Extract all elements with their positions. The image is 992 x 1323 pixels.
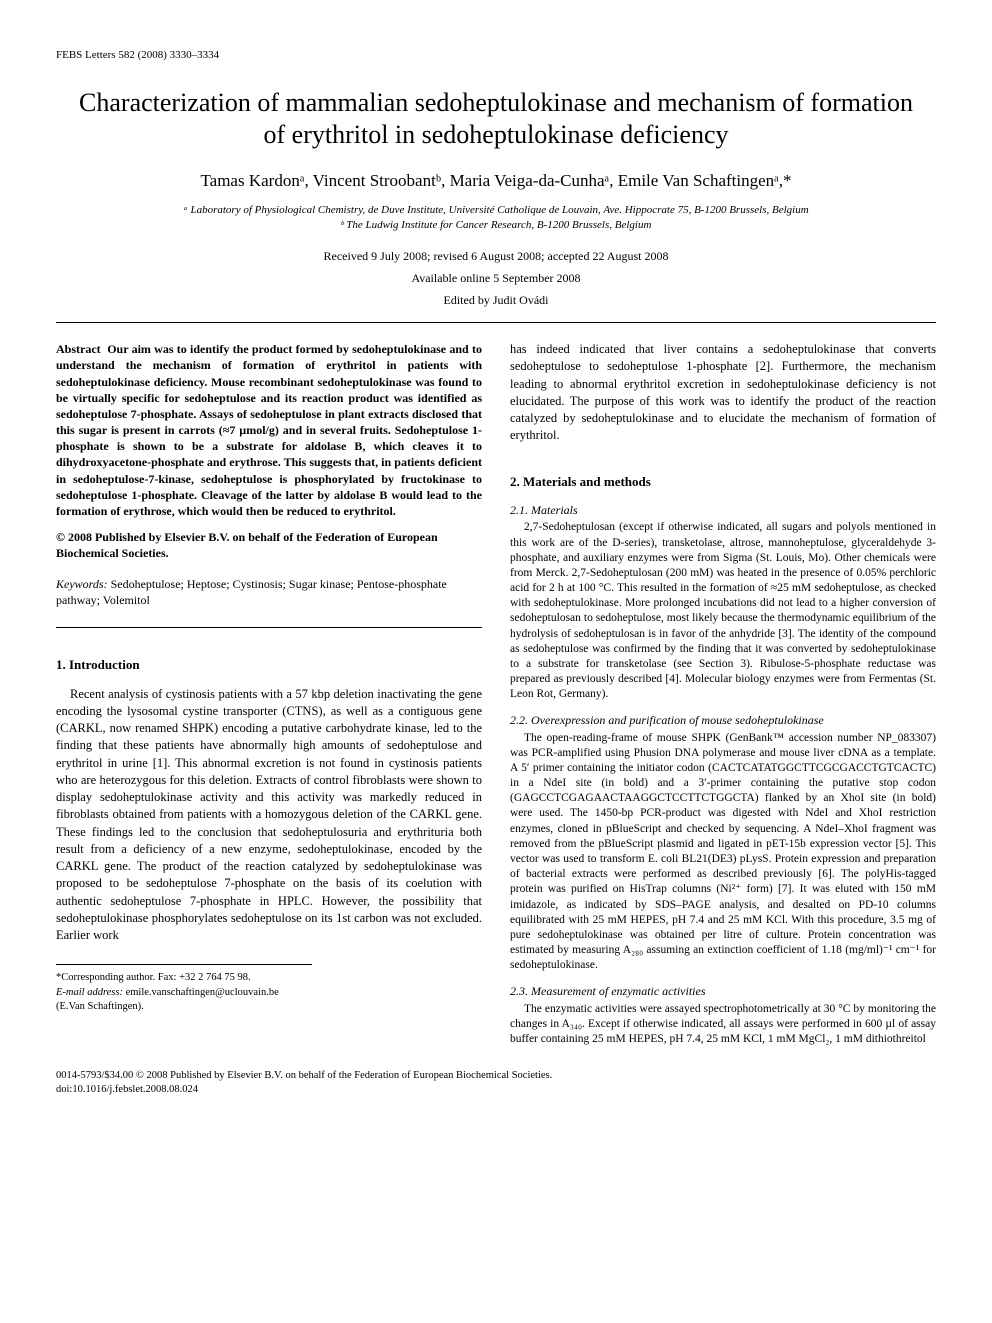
intro-paragraph-2: has indeed indicated that liver contains… bbox=[510, 341, 936, 445]
email-address[interactable]: emile.vanschaftingen@uclouvain.be bbox=[126, 987, 279, 998]
subsection-23-head: 2.3. Measurement of enzymatic activities bbox=[510, 983, 936, 999]
corr-name: (E.Van Schaftingen). bbox=[56, 1000, 312, 1014]
affiliation-a: ᵃ Laboratory of Physiological Chemistry,… bbox=[56, 203, 936, 218]
two-column-layout: Abstract Our aim was to identify the pro… bbox=[56, 341, 936, 1047]
divider-2 bbox=[56, 627, 482, 628]
left-column: Abstract Our aim was to identify the pro… bbox=[56, 341, 482, 1047]
keywords-block: Keywords: Sedoheptulose; Heptose; Cystin… bbox=[56, 576, 482, 610]
editor-line: Edited by Judit Ovádi bbox=[56, 292, 936, 308]
right-column: has indeed indicated that liver contains… bbox=[510, 341, 936, 1047]
divider bbox=[56, 322, 936, 323]
footer-issn: 0014-5793/$34.00 © 2008 Published by Els… bbox=[56, 1069, 936, 1083]
email-label: E-mail address: bbox=[56, 987, 123, 998]
online-date: Available online 5 September 2008 bbox=[56, 270, 936, 286]
journal-header: FEBS Letters 582 (2008) 3330–3334 bbox=[56, 48, 936, 63]
section-2-head: 2. Materials and methods bbox=[510, 473, 936, 491]
section-1-head: 1. Introduction bbox=[56, 656, 482, 674]
email-line: E-mail address: emile.vanschaftingen@ucl… bbox=[56, 986, 312, 1000]
footer-doi: doi:10.1016/j.febslet.2008.08.024 bbox=[56, 1083, 936, 1097]
subsection-22-head: 2.2. Overexpression and purification of … bbox=[510, 712, 936, 728]
affiliation-b: ᵇ The Ludwig Institute for Cancer Resear… bbox=[56, 218, 936, 233]
copyright-line: © 2008 Published by Elsevier B.V. on beh… bbox=[56, 529, 482, 561]
affiliations: ᵃ Laboratory of Physiological Chemistry,… bbox=[56, 203, 936, 234]
authors-line: Tamas Kardonᵃ, Vincent Stroobantᵇ, Maria… bbox=[56, 170, 936, 193]
abstract-block: Abstract Our aim was to identify the pro… bbox=[56, 341, 482, 519]
abstract-label: Abstract bbox=[56, 342, 101, 356]
subsection-21-head: 2.1. Materials bbox=[510, 502, 936, 518]
corresponding-author: *Corresponding author. Fax: +32 2 764 75… bbox=[56, 971, 312, 985]
keywords-label: Keywords: bbox=[56, 577, 108, 591]
footnote-block: *Corresponding author. Fax: +32 2 764 75… bbox=[56, 964, 312, 1014]
abstract-text: Our aim was to identify the product form… bbox=[56, 342, 482, 518]
subsection-21-body: 2,7-Sedoheptulosan (except if otherwise … bbox=[510, 520, 936, 702]
article-title: Characterization of mammalian sedoheptul… bbox=[56, 87, 936, 152]
intro-paragraph-1: Recent analysis of cystinosis patients w… bbox=[56, 686, 482, 945]
subsection-22-body: The open-reading-frame of mouse SHPK (Ge… bbox=[510, 731, 936, 974]
received-date: Received 9 July 2008; revised 6 August 2… bbox=[56, 248, 936, 264]
keywords-text: Sedoheptulose; Heptose; Cystinosis; Suga… bbox=[56, 577, 447, 608]
subsection-23-body: The enzymatic activities were assayed sp… bbox=[510, 1002, 936, 1048]
